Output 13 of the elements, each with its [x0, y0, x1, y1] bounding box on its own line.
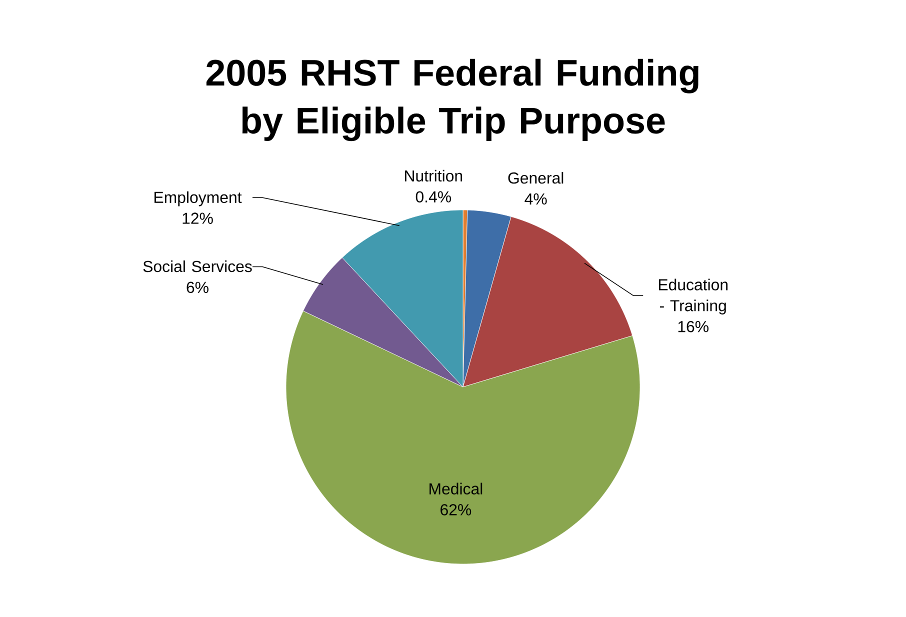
data-label: 16%: [678, 320, 708, 332]
data-label: 4%: [524, 193, 547, 205]
data-label: 12%: [182, 212, 213, 224]
data-label: 62%: [440, 504, 472, 516]
slice-label: Social Services: [143, 260, 252, 272]
chart-title: 2005 RHST Federal Funding by Eligible Trip Purpose: [206, 58, 698, 142]
slice-label: Employment: [154, 191, 242, 206]
slice-label: General: [508, 172, 564, 184]
data-label: 0.4%: [416, 191, 452, 202]
slice-label: Medical: [430, 482, 482, 494]
data-label: 6%: [186, 282, 208, 294]
slice-label: Education - Training: [658, 278, 728, 314]
slice-label: Nutrition: [405, 170, 462, 182]
